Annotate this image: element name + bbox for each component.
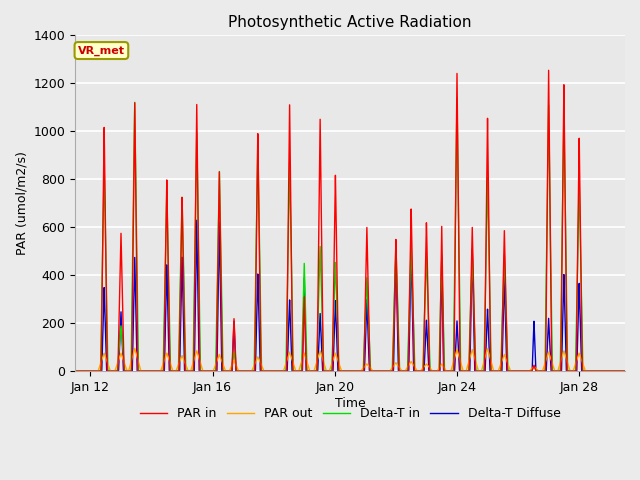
- PAR out: [71, 368, 79, 374]
- Delta-T in: [453, 96, 461, 101]
- Delta-T in: [420, 314, 428, 320]
- Delta-T Diffuse: [397, 368, 404, 374]
- Line: Delta-T in: Delta-T in: [75, 98, 625, 371]
- PAR in: [621, 368, 629, 374]
- Delta-T in: [99, 240, 107, 246]
- Line: Delta-T Diffuse: Delta-T Diffuse: [75, 220, 625, 371]
- Delta-T Diffuse: [479, 368, 486, 374]
- Line: PAR out: PAR out: [75, 348, 625, 371]
- PAR out: [270, 368, 278, 374]
- Legend: PAR in, PAR out, Delta-T in, Delta-T Diffuse: PAR in, PAR out, Delta-T in, Delta-T Dif…: [135, 402, 565, 425]
- PAR out: [420, 363, 428, 369]
- PAR out: [508, 368, 516, 374]
- PAR out: [397, 366, 404, 372]
- PAR out: [99, 354, 107, 360]
- Delta-T Diffuse: [420, 357, 428, 362]
- Delta-T in: [270, 368, 278, 374]
- Delta-T Diffuse: [193, 217, 200, 223]
- PAR in: [71, 368, 79, 374]
- PAR out: [484, 346, 492, 351]
- Delta-T in: [621, 368, 629, 374]
- PAR in: [545, 67, 552, 73]
- PAR out: [621, 368, 629, 374]
- X-axis label: Time: Time: [335, 396, 365, 409]
- PAR in: [508, 368, 516, 374]
- PAR in: [420, 314, 428, 320]
- Text: VR_met: VR_met: [78, 46, 125, 56]
- PAR in: [479, 368, 486, 374]
- Title: Photosynthetic Active Radiation: Photosynthetic Active Radiation: [228, 15, 472, 30]
- Delta-T Diffuse: [271, 368, 278, 374]
- Delta-T Diffuse: [99, 332, 107, 338]
- PAR in: [397, 368, 404, 374]
- PAR in: [270, 368, 278, 374]
- Y-axis label: PAR (umol/m2/s): PAR (umol/m2/s): [15, 151, 28, 255]
- Delta-T in: [397, 368, 404, 374]
- Delta-T Diffuse: [508, 368, 516, 374]
- PAR in: [99, 235, 107, 240]
- Delta-T Diffuse: [71, 368, 79, 374]
- Delta-T in: [508, 368, 516, 374]
- Delta-T Diffuse: [621, 368, 629, 374]
- Delta-T in: [479, 368, 486, 374]
- PAR out: [479, 363, 486, 369]
- Delta-T in: [71, 368, 79, 374]
- Line: PAR in: PAR in: [75, 70, 625, 371]
